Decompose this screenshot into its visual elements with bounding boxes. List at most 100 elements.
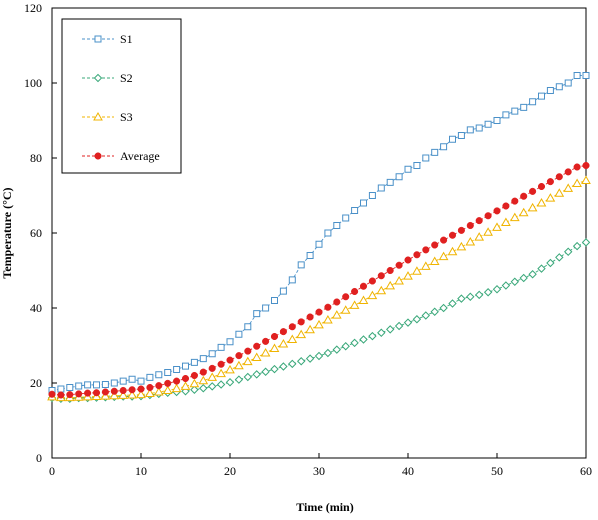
data-point-average bbox=[101, 388, 109, 396]
legend-item-s2: S2 bbox=[82, 71, 133, 85]
data-point-s3 bbox=[340, 305, 351, 314]
legend-marker-s3 bbox=[93, 111, 103, 121]
data-point-s3 bbox=[180, 381, 191, 390]
y-tick-label: 40 bbox=[30, 301, 42, 315]
data-point-s1 bbox=[333, 222, 341, 229]
data-point-s3 bbox=[162, 385, 173, 394]
y-tick-label: 20 bbox=[30, 376, 42, 390]
data-point-s1 bbox=[413, 162, 421, 169]
data-point-s3 bbox=[438, 251, 449, 261]
x-axis-title: Time (min) bbox=[296, 500, 353, 514]
data-point-s1 bbox=[404, 165, 412, 173]
data-point-average bbox=[377, 272, 385, 280]
data-point-s1 bbox=[244, 323, 252, 331]
data-point-s2 bbox=[323, 348, 333, 358]
data-point-s1 bbox=[66, 384, 74, 391]
legend-marker-s1 bbox=[94, 35, 102, 43]
data-point-s1 bbox=[351, 207, 359, 214]
data-point-s2 bbox=[474, 290, 484, 300]
data-point-s1 bbox=[457, 132, 465, 139]
data-point-s1 bbox=[564, 79, 572, 87]
data-point-s2 bbox=[466, 292, 475, 301]
data-point-s3 bbox=[456, 241, 467, 251]
data-point-s3 bbox=[358, 295, 369, 304]
data-point-average bbox=[395, 261, 403, 269]
data-point-s3 bbox=[251, 352, 262, 361]
data-point-s3 bbox=[278, 338, 289, 348]
data-point-s1 bbox=[84, 381, 92, 389]
data-point-s1 bbox=[324, 229, 332, 237]
data-point-s3 bbox=[109, 390, 120, 400]
data-point-s3 bbox=[305, 324, 315, 334]
data-point-s1 bbox=[164, 369, 172, 376]
data-point-average bbox=[173, 377, 181, 385]
data-point-s3 bbox=[412, 266, 422, 275]
data-point-s3 bbox=[536, 197, 547, 207]
data-point-average bbox=[315, 308, 323, 316]
data-point-s1 bbox=[493, 117, 501, 124]
data-point-average bbox=[119, 386, 127, 395]
data-point-s3 bbox=[394, 275, 404, 285]
data-point-average bbox=[546, 178, 554, 186]
y-axis-title: Temperature (°C) bbox=[0, 187, 14, 278]
data-point-s1 bbox=[199, 355, 207, 363]
data-point-s1 bbox=[475, 124, 483, 132]
data-point-s2 bbox=[546, 258, 555, 268]
data-point-s2 bbox=[296, 357, 306, 366]
data-point-s1 bbox=[511, 107, 519, 115]
data-point-s2 bbox=[430, 307, 439, 316]
data-point-s2 bbox=[519, 273, 528, 283]
data-point-s3 bbox=[349, 300, 360, 309]
data-point-s1 bbox=[431, 148, 439, 156]
data-point-s3 bbox=[136, 389, 146, 399]
data-point-s2 bbox=[421, 311, 431, 320]
data-point-average bbox=[351, 287, 359, 296]
data-point-average bbox=[359, 282, 368, 290]
data-point-s1 bbox=[368, 192, 376, 199]
data-point-s2 bbox=[288, 359, 297, 369]
data-point-average bbox=[564, 168, 572, 176]
data-point-s3 bbox=[207, 372, 218, 381]
data-point-s2 bbox=[305, 354, 315, 363]
data-point-s3 bbox=[465, 236, 476, 246]
data-point-s3 bbox=[572, 178, 582, 187]
data-point-s3 bbox=[385, 280, 396, 290]
data-point-s1 bbox=[182, 362, 189, 370]
data-point-s1 bbox=[128, 375, 136, 383]
data-point-s1 bbox=[101, 381, 109, 388]
x-tick-label: 40 bbox=[402, 464, 414, 478]
x-tick-label: 20 bbox=[224, 464, 236, 478]
data-point-s1 bbox=[342, 214, 350, 222]
data-point-average bbox=[440, 236, 448, 244]
data-point-s1 bbox=[484, 120, 492, 128]
data-point-s3 bbox=[403, 271, 413, 280]
data-point-average bbox=[333, 298, 341, 306]
data-point-s1 bbox=[110, 379, 118, 387]
data-point-s1 bbox=[360, 199, 367, 207]
data-point-s1 bbox=[306, 252, 314, 259]
data-point-s2 bbox=[216, 380, 226, 389]
data-point-s1 bbox=[271, 297, 278, 304]
legend: S1 S2 S3 Average bbox=[61, 18, 182, 174]
data-point-average bbox=[404, 256, 412, 264]
x-tick-label: 10 bbox=[135, 464, 147, 478]
legend-label-s1: S1 bbox=[120, 32, 133, 46]
data-point-s1 bbox=[422, 154, 430, 162]
data-point-average bbox=[520, 192, 528, 200]
data-point-s2 bbox=[563, 247, 573, 256]
data-point-s1 bbox=[546, 87, 554, 94]
data-point-average bbox=[75, 390, 83, 398]
data-point-average bbox=[137, 385, 145, 393]
y-tick-label: 60 bbox=[30, 226, 42, 240]
data-point-s3 bbox=[127, 389, 137, 399]
data-point-average bbox=[457, 226, 465, 234]
data-point-s3 bbox=[492, 222, 502, 231]
data-point-s2 bbox=[483, 288, 493, 297]
data-point-s2 bbox=[492, 285, 502, 294]
legend-item-s3: S3 bbox=[82, 110, 133, 124]
data-point-s1 bbox=[57, 385, 65, 393]
data-point-s1 bbox=[395, 173, 403, 181]
data-point-s2 bbox=[394, 321, 404, 331]
data-point-s2 bbox=[314, 351, 324, 361]
